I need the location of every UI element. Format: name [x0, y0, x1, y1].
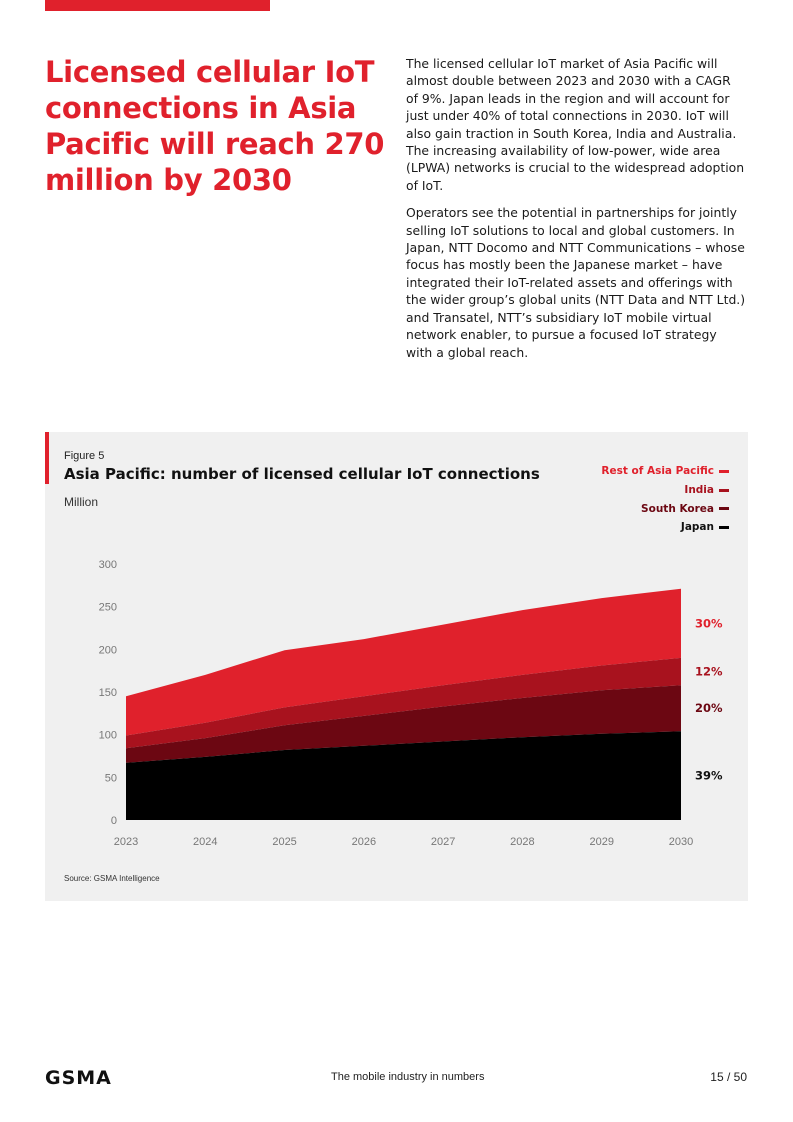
legend-label: India: [684, 484, 714, 497]
legend-swatch: [719, 525, 729, 529]
figure-label: Figure 5: [64, 450, 105, 462]
legend-item: India: [601, 481, 729, 500]
y-tick-label: 200: [99, 644, 117, 656]
y-tick-label: 50: [105, 772, 117, 784]
stacked-area-chart: 0 50 100 150 200 250 300 2023 2024 2025 2026 2027 20…: [99, 559, 723, 848]
figure-accent-bar: [45, 432, 49, 484]
footer-publication-title: The mobile industry in numbers: [331, 1071, 485, 1083]
y-tick-label: 150: [99, 687, 117, 699]
body-text: The licensed cellular IoT market of Asia…: [406, 55, 746, 371]
page-headline: Licensed cellular IoT connections in Asi…: [45, 55, 385, 197]
share-label: 12%: [695, 665, 723, 679]
area-series-south-korea: [126, 685, 681, 763]
figure-source: Source: GSMA Intelligence: [64, 874, 160, 883]
legend-item: Japan: [601, 518, 729, 537]
share-label: 39%: [695, 769, 723, 783]
chart-legend: Rest of Asia Pacific India South Korea Japa…: [601, 462, 729, 537]
body-paragraph-1: The licensed cellular IoT market of Asia…: [406, 56, 745, 193]
figure-unit: Million: [64, 495, 99, 509]
y-tick-label: 100: [99, 730, 117, 742]
figure-title: Asia Pacific: number of licensed cellula…: [64, 465, 540, 483]
page-number: 15 / 50: [710, 1070, 747, 1084]
y-tick-label: 0: [111, 815, 117, 827]
x-tick-label: 2024: [193, 836, 217, 848]
y-tick-label: 250: [99, 602, 117, 614]
x-tick-label: 2030: [669, 836, 693, 848]
legend-item: South Korea: [601, 499, 729, 518]
x-tick-label: 2029: [589, 836, 613, 848]
legend-item: Rest of Asia Pacific: [601, 462, 729, 481]
legend-swatch: [719, 469, 729, 473]
x-tick-label: 2027: [431, 836, 455, 848]
area-series-rest-of-asia-pacific: [126, 588, 681, 736]
gsma-logo: GSMA: [45, 1067, 112, 1089]
share-label: 30%: [695, 616, 723, 630]
legend-label: Japan: [680, 521, 714, 534]
legend-label: South Korea: [641, 502, 714, 515]
x-tick-label: 2023: [114, 836, 138, 848]
x-tick-label: 2026: [352, 836, 376, 848]
top-accent-bar: [45, 0, 270, 11]
x-tick-label: 2025: [272, 836, 296, 848]
legend-swatch: [719, 507, 729, 511]
body-paragraph-2: Operators see the potential in partnersh…: [406, 205, 746, 360]
legend-label: Rest of Asia Pacific: [601, 465, 714, 478]
legend-swatch: [719, 488, 729, 492]
y-tick-label: 300: [99, 559, 117, 571]
figure-panel: Figure 5 Asia Pacific: number of license…: [45, 432, 748, 901]
share-label: 20%: [695, 701, 723, 715]
area-series-india: [126, 657, 681, 749]
x-tick-label: 2028: [510, 836, 534, 848]
area-series-japan: [126, 731, 681, 820]
